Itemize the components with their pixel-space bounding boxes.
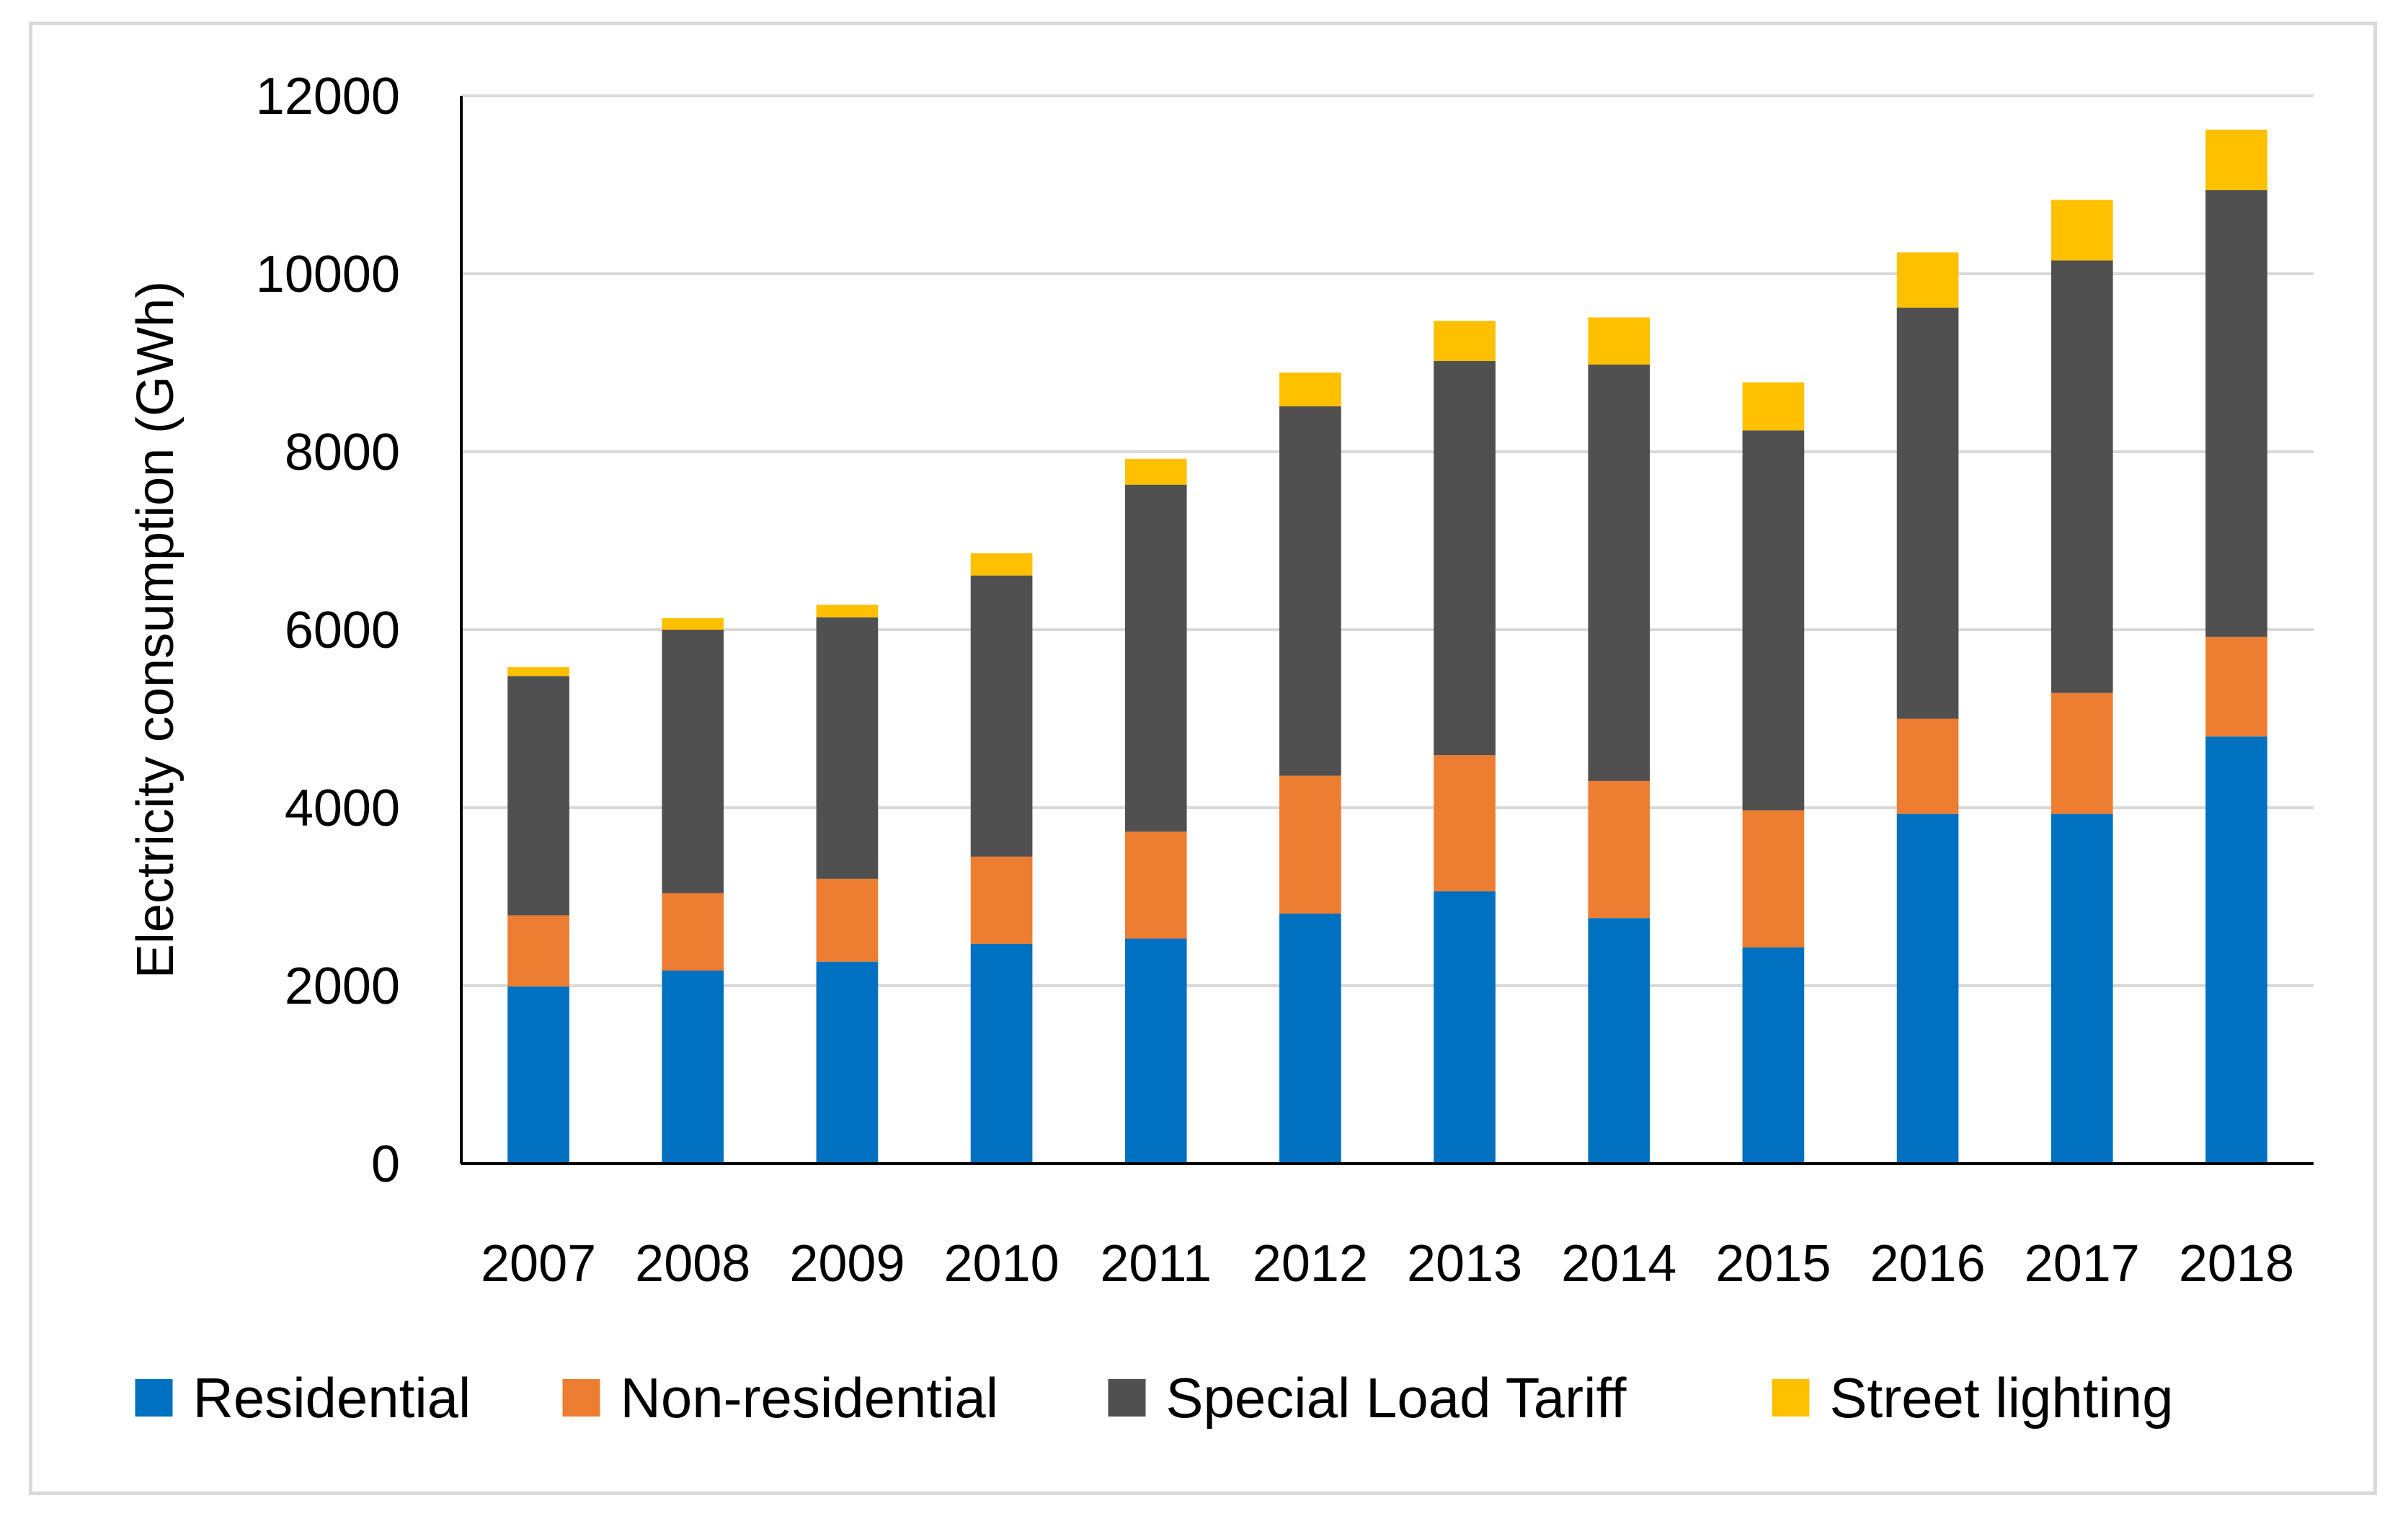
bar-non-residential-2015	[1742, 810, 1805, 947]
chart-frame	[29, 22, 2377, 1495]
y-axis-title: Electricity consumption (GWh)	[127, 281, 185, 978]
bar-non-residential-2012	[1279, 775, 1341, 914]
bar-residential-2012	[1279, 913, 1341, 1164]
x-tick-label: 2014	[1561, 1235, 1676, 1293]
bar-non-residential-2013	[1434, 755, 1496, 892]
x-tick-label: 2007	[481, 1235, 596, 1293]
bar-non-residential-2016	[1896, 718, 1959, 814]
x-tick-label: 2015	[1715, 1235, 1831, 1293]
bar-residential-2016	[1896, 813, 1959, 1164]
bar-street-lighting-2013	[1434, 321, 1496, 362]
bar-special-load-tariff-2007	[507, 676, 569, 916]
x-tick-label: 2008	[635, 1235, 750, 1293]
x-tick-labels: 2007 2008 2009 2010 2011 2012 2013 2014 2015 2016…	[481, 1235, 2294, 1293]
bar-non-residential-2009	[816, 878, 879, 962]
x-tick-label: 2018	[2179, 1235, 2294, 1293]
bar-residential-2010	[970, 943, 1033, 1164]
x-tick-label: 2009	[789, 1235, 905, 1293]
bar-non-residential-2011	[1124, 831, 1187, 939]
bar-special-load-tariff-2018	[2205, 189, 2267, 637]
bar-non-residential-2017	[2051, 692, 2113, 814]
bar-special-load-tariff-2017	[2051, 260, 2113, 693]
legend-label-non-residential: Non-residential	[621, 1366, 999, 1429]
bar-non-residential-2007	[507, 915, 569, 987]
bar-special-load-tariff-2009	[816, 617, 879, 879]
bar-street-lighting-2018	[2205, 129, 2267, 190]
y-tick-label: 0	[371, 1136, 400, 1193]
legend-label-street-lighting: Street lighting	[1830, 1366, 2174, 1429]
bar-non-residential-2008	[662, 893, 724, 971]
bar-residential-2013	[1434, 891, 1496, 1164]
x-tick-label: 2016	[1870, 1235, 1985, 1293]
legend-label-special-load-tariff: Special Load Tariff	[1166, 1366, 1627, 1429]
bar-street-lighting-2014	[1588, 317, 1650, 365]
bar-residential-2008	[662, 971, 724, 1164]
y-tick-labels: 0 2000 4000 6000 8000 10000 12000	[256, 68, 400, 1193]
bar-residential-2007	[507, 986, 569, 1164]
bar-residential-2009	[816, 961, 879, 1164]
bar-residential-2014	[1588, 918, 1650, 1164]
bar-street-lighting-2016	[1896, 252, 1959, 308]
x-tick-label: 2012	[1253, 1235, 1368, 1293]
bar-residential-2017	[2051, 813, 2113, 1164]
bar-special-load-tariff-2008	[662, 630, 724, 893]
x-tick-label: 2010	[943, 1235, 1059, 1293]
x-tick-label: 2011	[1100, 1235, 1212, 1293]
bar-street-lighting-2015	[1742, 382, 1805, 431]
bar-street-lighting-2009	[816, 605, 879, 617]
bar-special-load-tariff-2011	[1124, 484, 1187, 832]
bar-street-lighting-2008	[662, 617, 724, 630]
bar-street-lighting-2012	[1279, 373, 1341, 407]
x-tick-label: 2017	[2025, 1235, 2140, 1293]
bar-street-lighting-2017	[2051, 200, 2113, 261]
y-tick-label: 2000	[285, 958, 400, 1015]
bar-street-lighting-2007	[507, 666, 569, 677]
legend-swatch-non-residential	[562, 1379, 600, 1417]
legend-swatch-street-lighting	[1772, 1379, 1810, 1417]
bar-street-lighting-2011	[1124, 458, 1187, 485]
bar-special-load-tariff-2015	[1742, 430, 1805, 811]
bar-special-load-tariff-2014	[1588, 364, 1650, 781]
y-tick-label: 4000	[285, 780, 400, 837]
y-tick-label: 10000	[256, 246, 400, 303]
legend-label-residential: Residential	[193, 1366, 471, 1429]
y-tick-label: 6000	[285, 602, 400, 659]
bars	[507, 129, 2267, 1164]
y-tick-label: 12000	[256, 68, 400, 125]
bar-special-load-tariff-2016	[1896, 307, 1959, 719]
legend-swatch-special-load-tariff	[1108, 1379, 1146, 1417]
bar-non-residential-2014	[1588, 780, 1650, 919]
bar-street-lighting-2010	[970, 553, 1033, 576]
bar-special-load-tariff-2012	[1279, 406, 1341, 776]
x-tick-label: 2013	[1407, 1235, 1522, 1293]
y-tick-label: 8000	[285, 424, 400, 481]
gridlines	[461, 94, 2314, 987]
bar-special-load-tariff-2010	[970, 575, 1033, 857]
bar-non-residential-2010	[970, 856, 1033, 944]
bar-residential-2011	[1124, 938, 1187, 1164]
legend: Residential Non-residential Special Load T…	[135, 1366, 2174, 1429]
bar-residential-2015	[1742, 947, 1805, 1164]
bar-special-load-tariff-2013	[1434, 361, 1496, 756]
bar-non-residential-2018	[2205, 636, 2267, 737]
bar-residential-2018	[2205, 736, 2267, 1164]
axes	[460, 96, 2314, 1165]
legend-swatch-residential	[135, 1379, 173, 1417]
